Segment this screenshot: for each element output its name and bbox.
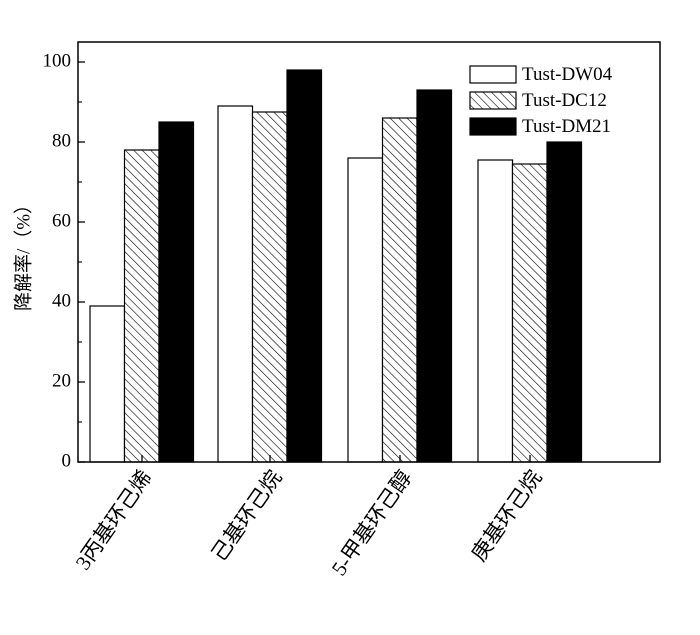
bars-layer bbox=[89, 69, 583, 463]
x-tick-label-1: 3丙基环己烯 bbox=[71, 466, 157, 574]
bar-tust-dw04-1 bbox=[89, 305, 126, 463]
bar-tust-dc12-1 bbox=[123, 149, 160, 463]
legend-label-tust-dc12: Tust-DC12 bbox=[522, 90, 607, 111]
y-tick-label: 80 bbox=[52, 130, 71, 151]
bar-tust-dc12-2 bbox=[251, 111, 288, 463]
bar-tust-dm21-4 bbox=[546, 141, 583, 463]
legend-swatch-tust-dw04 bbox=[469, 65, 517, 84]
y-tick-label: 40 bbox=[52, 290, 71, 311]
bar-tust-dm21-1 bbox=[158, 121, 195, 463]
y-tick-label: 60 bbox=[52, 210, 71, 231]
bar-tust-dw04-2 bbox=[217, 105, 254, 463]
x-tick-label-2: 己基环己烷 bbox=[207, 466, 287, 566]
y-tick-label: 0 bbox=[62, 450, 72, 471]
y-tick-label: 20 bbox=[52, 370, 71, 391]
legend-label-tust-dm21: Tust-DM21 bbox=[522, 116, 611, 137]
plot-frame bbox=[77, 41, 661, 463]
bar-tust-dm21-2 bbox=[286, 69, 323, 463]
legend-swatch-tust-dc12 bbox=[469, 91, 517, 110]
bar-tust-dc12-4 bbox=[511, 163, 548, 463]
bar-tust-dw04-4 bbox=[477, 159, 514, 463]
y-tick-label: 100 bbox=[43, 50, 72, 71]
legend: Tust-DW04 Tust-DC12 Tust-DM21 bbox=[469, 64, 613, 137]
legend-label-tust-dw04: Tust-DW04 bbox=[522, 64, 613, 85]
x-tick-label-4: 庚基环己烷 bbox=[467, 466, 547, 566]
y-axis-label: 降解率/（%） bbox=[12, 195, 34, 311]
x-tick-label-3: 5-甲基环己醇 bbox=[327, 466, 417, 580]
legend-swatch-tust-dm21 bbox=[469, 117, 517, 136]
bar-tust-dc12-3 bbox=[381, 117, 418, 463]
bar-tust-dm21-3 bbox=[416, 89, 453, 463]
bar-tust-dw04-3 bbox=[347, 157, 384, 463]
